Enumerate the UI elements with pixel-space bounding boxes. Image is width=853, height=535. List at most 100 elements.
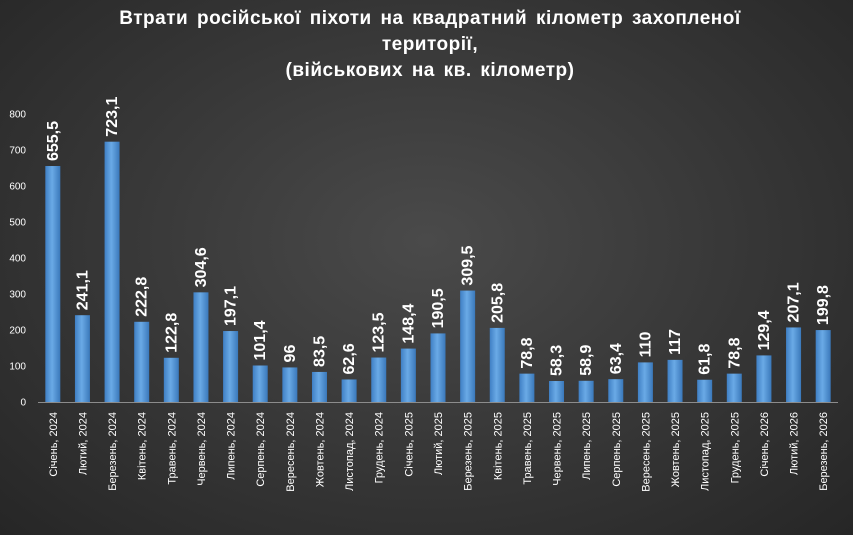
bar-value-label: 101,4 (252, 320, 269, 360)
bar (252, 365, 268, 402)
bar-value-label: 197,1 (223, 286, 240, 326)
x-category-label: Лютий, 2026 (789, 412, 801, 475)
bar (134, 321, 150, 402)
x-category-label: Липень, 2025 (581, 412, 593, 480)
x-category-label: Березень, 2026 (818, 412, 830, 491)
bar-value-label: 58,3 (549, 345, 566, 376)
bar-value-label: 207,1 (786, 282, 803, 322)
x-category-label: Жовтень, 2025 (670, 412, 682, 487)
bar (608, 379, 624, 402)
x-category-label: Вересень, 2024 (285, 412, 297, 492)
bar-value-label: 222,8 (134, 277, 151, 317)
bar (726, 373, 742, 402)
bar-value-label: 723,1 (104, 97, 121, 137)
bar-value-label: 304,6 (193, 247, 210, 287)
bar-value-label: 62,6 (341, 343, 358, 374)
bar (311, 371, 327, 402)
bar-value-label: 61,8 (697, 344, 714, 375)
bar (282, 367, 298, 402)
y-tick-label: 500 (9, 218, 26, 229)
x-category-label: Січень, 2026 (759, 412, 771, 477)
bar-value-label: 83,5 (311, 336, 328, 367)
x-category-label: Грудень, 2024 (374, 412, 386, 483)
bar (578, 380, 594, 402)
bar (223, 331, 239, 402)
bar-value-label: 190,5 (430, 288, 447, 328)
bar (697, 379, 713, 402)
bar-value-label: 122,8 (163, 313, 180, 353)
y-tick-label: 600 (9, 182, 26, 193)
chart-title-line-3: (військових на кв. кілометр) (285, 60, 575, 81)
y-tick-label: 800 (9, 110, 26, 121)
x-category-label: Лютий, 2024 (77, 412, 89, 475)
x-category-label: Березень, 2024 (107, 412, 119, 491)
bar (193, 292, 209, 402)
chart-title-line-1: Втрати російської піхоти на квадратний к… (119, 8, 741, 29)
bar (667, 359, 683, 402)
y-tick-label: 200 (9, 326, 26, 337)
bar (815, 330, 831, 402)
x-category-label: Січень, 2024 (48, 412, 60, 477)
bar (104, 141, 120, 402)
y-tick-label: 0 (20, 398, 26, 409)
x-category-label: Листопад, 2025 (700, 412, 712, 491)
x-category-label: Лютий, 2025 (433, 412, 445, 475)
bar-value-label: 110 (637, 331, 654, 357)
bar (74, 315, 90, 402)
bar-value-label: 148,4 (400, 303, 417, 343)
bar (637, 362, 653, 402)
bar-value-label: 78,8 (726, 337, 743, 368)
x-category-label: Червень, 2025 (552, 412, 564, 486)
bar (549, 381, 565, 402)
bar (430, 333, 446, 402)
x-axis: Січень, 2024 Лютий, 2024 Березень, 2024 Кві… (38, 402, 838, 492)
bar (371, 357, 387, 402)
x-category-label: Серпень, 2025 (611, 412, 623, 487)
value-labels: 655,5 241,1 723,1 222,8 122,8 304,6 197,1 101,4… (45, 97, 832, 376)
x-category-label: Січень, 2025 (403, 412, 415, 477)
bar-value-label: 205,8 (489, 283, 506, 323)
bar-value-label: 123,5 (371, 312, 388, 352)
bar (756, 355, 772, 402)
bar-value-label: 309,5 (460, 245, 477, 285)
x-category-label: Квітень, 2025 (492, 412, 504, 480)
bar-value-label: 63,4 (608, 343, 625, 374)
y-tick-label: 400 (9, 254, 26, 265)
bars (45, 141, 831, 402)
bar-value-label: 96 (282, 345, 299, 363)
x-category-label: Жовтень, 2024 (314, 412, 326, 487)
x-category-label: Березень, 2025 (463, 412, 475, 491)
bar (786, 327, 802, 402)
x-category-label: Грудень, 2025 (729, 412, 741, 483)
bar-value-label: 241,1 (74, 270, 91, 310)
x-category-label: Травень, 2025 (522, 412, 534, 485)
x-category-label: Серпень, 2024 (255, 412, 267, 487)
bar-value-label: 117 (667, 329, 684, 355)
bar (163, 357, 179, 402)
bar (45, 166, 61, 402)
x-category-label: Листопад, 2024 (344, 412, 356, 491)
bar-value-label: 58,9 (578, 345, 595, 376)
x-category-label: Квітень, 2024 (137, 412, 149, 480)
y-tick-label: 700 (9, 146, 26, 157)
bar-value-label: 78,8 (519, 337, 536, 368)
chart-title-line-2: території, (381, 34, 479, 55)
bar-value-label: 129,4 (756, 310, 773, 350)
y-tick-label: 100 (9, 362, 26, 373)
x-category-label: Червень, 2024 (196, 412, 208, 486)
x-category-label: Липень, 2024 (226, 412, 238, 480)
bar (400, 348, 416, 402)
chart-title: Втрати російської піхоти на квадратний к… (80, 6, 780, 84)
bar (341, 379, 357, 402)
y-tick-label: 300 (9, 290, 26, 301)
bar (460, 290, 476, 402)
y-axis: 0 100 200 300 400 500 600 700 800 (9, 110, 26, 409)
x-category-label: Травень, 2024 (166, 412, 178, 485)
bar-value-label: 655,5 (45, 121, 62, 161)
bar (519, 373, 535, 402)
bar (489, 327, 505, 402)
bar-value-label: 199,8 (815, 285, 832, 325)
x-category-label: Вересень, 2025 (640, 412, 652, 492)
